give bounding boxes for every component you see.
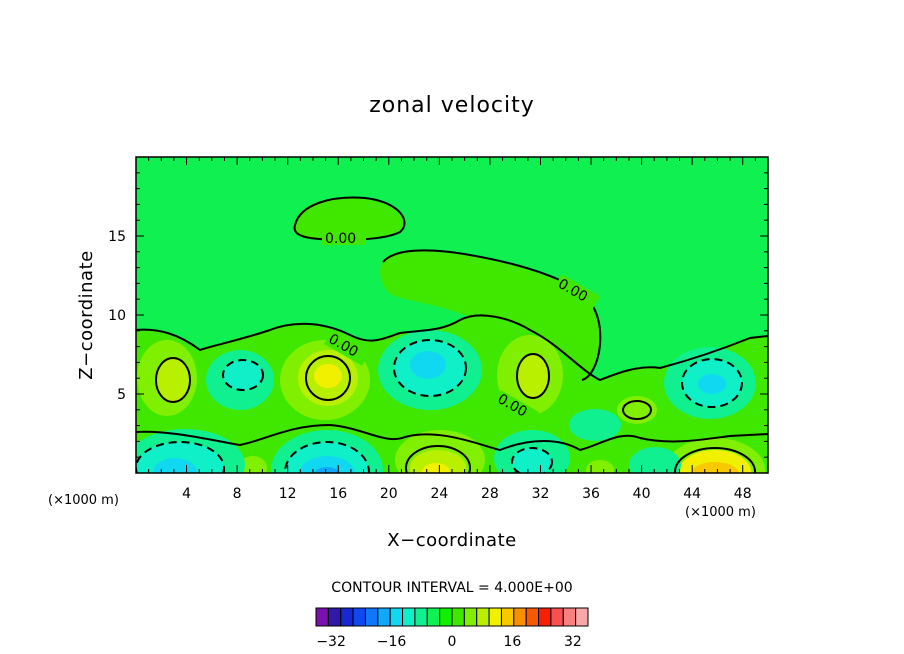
x-tick-label: 44 xyxy=(683,486,701,502)
y-tick-label: 15 xyxy=(108,229,126,245)
y-axis-label: Z−coordinate xyxy=(76,250,97,379)
contour-bottom-positive xyxy=(136,423,768,452)
zero-contour-upper xyxy=(293,196,406,241)
contour-label-bg-2 xyxy=(553,274,601,310)
colorbar-swatch xyxy=(562,607,577,627)
x-tick-label: 28 xyxy=(481,486,499,502)
contour-interval: CONTOUR INTERVAL = 4.000E+00 xyxy=(331,580,572,596)
fill-jet8 xyxy=(586,460,614,473)
contour-label-bg-4 xyxy=(492,390,540,426)
colorbar-tick-label: −16 xyxy=(377,634,407,650)
fill-jet5-inner xyxy=(410,450,466,473)
x-tick-label: 36 xyxy=(582,486,600,502)
x-tick-label: 20 xyxy=(380,486,398,502)
x-tick-label: 32 xyxy=(532,486,550,502)
fill-jet1-inner xyxy=(156,358,190,402)
fill-neg8 xyxy=(629,447,681,473)
colorbar-ticks: −32 −16 0 16 32 xyxy=(316,634,581,650)
fill-neg4-core xyxy=(153,458,197,473)
x-tick-label: 16 xyxy=(329,486,347,502)
contour-neg6 xyxy=(511,447,553,473)
y-tick-label: 5 xyxy=(117,387,126,403)
zero-contour-main xyxy=(136,314,768,382)
x-tick-label: 24 xyxy=(430,486,448,502)
x-axis-label: X−coordinate xyxy=(387,530,516,551)
x-unit-left: (×1000 m) xyxy=(48,493,119,508)
colorbar-swatch xyxy=(377,607,391,627)
contour-label-bg-3 xyxy=(323,330,371,366)
contour-neg2 xyxy=(393,339,467,397)
contour-neg4 xyxy=(136,441,225,473)
fill-jet7 xyxy=(239,456,267,473)
colorbar-swatch xyxy=(451,607,465,627)
x-axis-ticks: 4 8 12 16 20 24 28 32 36 40 44 48 xyxy=(148,157,756,502)
contour-jet2 xyxy=(305,355,351,401)
colorbar-swatch xyxy=(439,607,453,627)
colorbar-swatch xyxy=(426,607,441,627)
fill-neg5-center xyxy=(313,467,341,473)
fill-neg1-inner xyxy=(223,360,263,390)
fill-jet2-core xyxy=(314,364,342,388)
x-tick-label: 48 xyxy=(734,486,752,502)
colorbar-swatch xyxy=(550,607,564,627)
x-tick-label: 8 xyxy=(233,486,242,502)
fill-neg2-core xyxy=(410,351,446,379)
colorbar-swatch xyxy=(463,607,478,627)
colorbar-tick-label: 16 xyxy=(504,634,522,650)
y-axis-ticks: 5 10 15 xyxy=(108,172,768,458)
colorbar-swatch xyxy=(414,607,428,627)
contour-neg3 xyxy=(681,358,743,408)
fill-jet5-core xyxy=(422,463,450,473)
contour-label-bg-1 xyxy=(322,229,366,245)
contour-neg1 xyxy=(222,359,264,391)
colorbar xyxy=(315,607,589,627)
contour-jet3 xyxy=(516,353,550,399)
fill-neg5-core xyxy=(299,456,355,473)
colorbar-swatch xyxy=(525,607,540,627)
fill-neg3-core xyxy=(698,374,726,394)
x-tick-label: 12 xyxy=(279,486,297,502)
colorbar-swatch xyxy=(364,607,379,627)
colorbar-swatch xyxy=(476,607,490,627)
colorbar-swatch xyxy=(402,607,416,627)
plot-area: 0.00 0.00 0.00 0.00 xyxy=(136,157,768,473)
colorbar-swatch xyxy=(389,607,404,627)
colorbar-tick-label: −32 xyxy=(316,634,346,650)
contour-jet5 xyxy=(405,445,471,473)
colorbar-swatch xyxy=(352,607,366,627)
y-tick-label: 10 xyxy=(108,308,126,324)
x-tick-label: 4 xyxy=(182,486,191,502)
fill-neg7 xyxy=(569,409,621,441)
chart-title: zonal velocity xyxy=(369,93,535,118)
colorbar-swatch xyxy=(538,607,552,627)
colorbar-swatch xyxy=(327,607,342,627)
contour-jet1 xyxy=(155,357,191,403)
colorbar-tick-label: 32 xyxy=(564,634,582,650)
fill-jet3-inner xyxy=(517,354,549,398)
colorbar-swatch xyxy=(488,607,502,627)
x-unit-right: (×1000 m) xyxy=(685,505,756,520)
x-tick-label: 40 xyxy=(633,486,651,502)
fill-jet6-core xyxy=(691,462,739,473)
fill-neg6-inner xyxy=(512,448,552,473)
colorbar-swatch xyxy=(500,607,515,627)
colorbar-tick-label: 0 xyxy=(448,634,457,650)
colorbar-swatch xyxy=(575,607,589,627)
colorbar-swatch xyxy=(340,607,354,627)
contour-label-1: 0.00 xyxy=(325,231,356,247)
colorbar-swatch xyxy=(315,607,329,627)
contour-jet4 xyxy=(622,400,652,420)
colorbar-swatch xyxy=(513,607,527,627)
contour-neg5 xyxy=(284,441,370,473)
